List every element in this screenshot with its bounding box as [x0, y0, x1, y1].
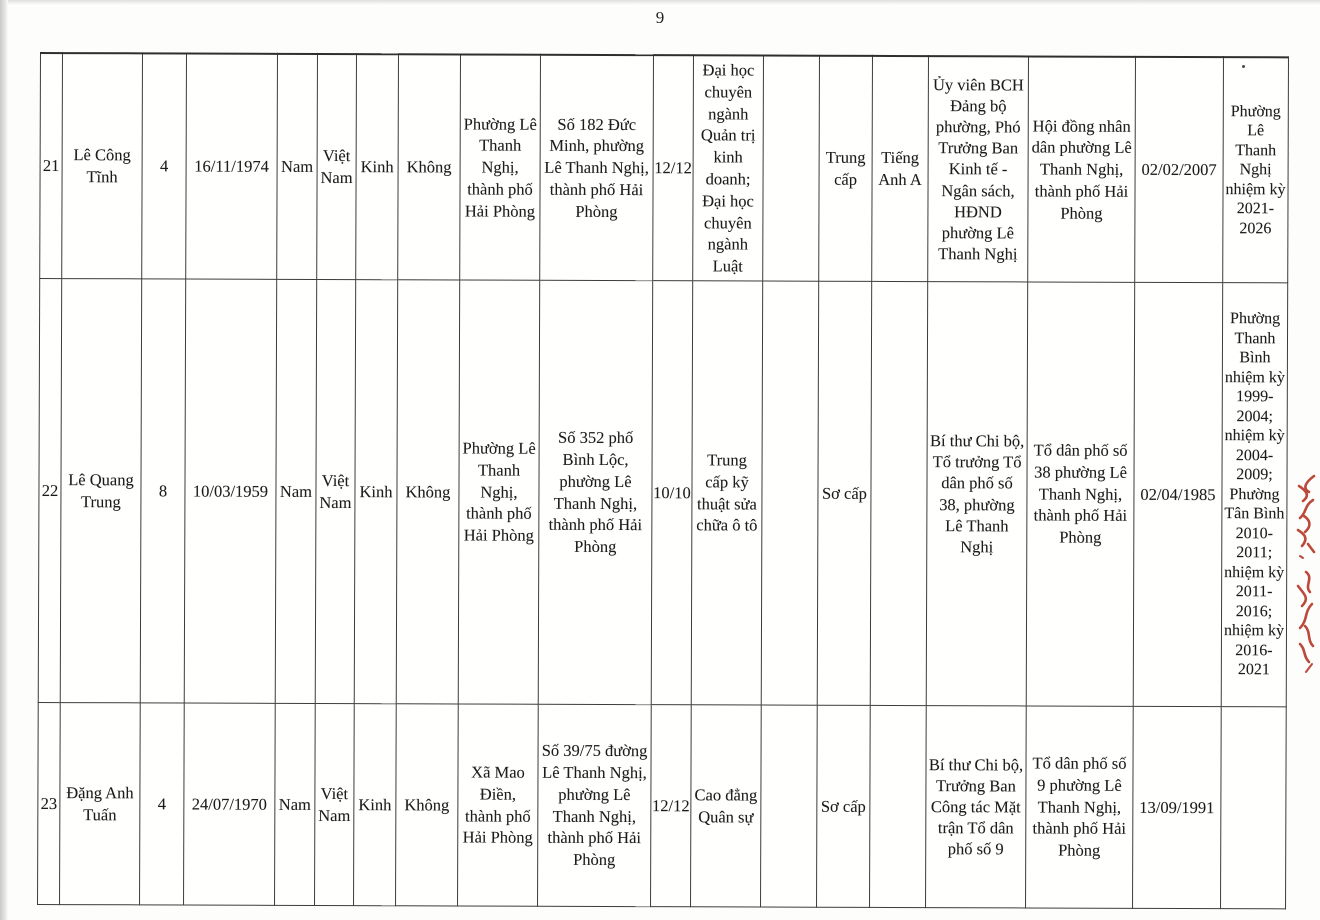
table-cell: Bí thư Chi bộ, Trưởng Ban Công tác Mặt t… — [925, 705, 1027, 908]
table-cell: Đại học chuyên ngành Quản trị kinh doanh… — [692, 55, 764, 282]
table-cell: Việt Nam — [316, 53, 357, 280]
table-cell — [760, 705, 818, 908]
table-cell: Trung cấp — [818, 55, 873, 282]
table-cell: Sơ cấp — [817, 281, 872, 706]
table-cell: Không — [395, 703, 459, 906]
table-cell: 12/12 — [650, 704, 692, 907]
table-cell: Cao đẳng Quân sự — [690, 704, 762, 908]
table-cell: Kinh — [355, 54, 399, 280]
table-cell: 4 — [141, 53, 187, 280]
table-cell — [761, 281, 819, 706]
table-cell: 24/07/1970 — [183, 703, 276, 906]
table-cell: Kinh — [354, 279, 398, 704]
table-cell: Nam — [275, 279, 317, 704]
table-cell: Đặng Anh Tuấn — [59, 702, 141, 905]
table-cell — [762, 55, 820, 282]
table-cell: Phường Lê Thanh Nghị nhiệm kỳ 2021- 2026 — [1222, 57, 1289, 283]
table-cell: Tiếng Anh A — [871, 55, 929, 282]
table-row: 23 Đặng Anh Tuấn 4 24/07/1970 Nam Việt Nam Kin… — [37, 702, 1287, 909]
table-cell: Số 352 phố Bình Lộc, phường Lê Thanh Ngh… — [538, 280, 653, 705]
table-cell: Trung cấp kỹ thuật sửa chữa ô tô — [691, 280, 763, 706]
table-cell: Lê Quang Trung — [60, 278, 142, 703]
personnel-table: 21 Lê Công Tĩnh 4 16/11/1974 Nam Việt Nam Kinh… — [37, 52, 1289, 910]
table-row: 21 Lê Công Tĩnh 4 16/11/1974 Nam Việt Nam Kinh… — [39, 53, 1289, 283]
table-cell: 8 — [140, 278, 186, 704]
table-cell — [869, 705, 927, 908]
table-cell: Nam — [276, 53, 318, 280]
table-cell: 02/02/2007 — [1134, 56, 1224, 283]
table-body: 21 Lê Công Tĩnh 4 16/11/1974 Nam Việt Nam Kinh… — [37, 53, 1289, 909]
table-cell: Tổ dân phố số 9 phường Lê Thanh Nghị, th… — [1025, 705, 1134, 909]
table-row: 22 Lê Quang Trung 8 10/03/1959 Nam Việt Nam Ki… — [38, 278, 1288, 707]
table-cell: Tổ dân phố số 38 phường Lê Thanh Nghị, t… — [1026, 281, 1135, 707]
table-cell: Hội đồng nhân dân phường Lê Thanh Nghị, … — [1027, 56, 1136, 283]
table-cell: Phường Thanh Bình nhiệm kỳ 1999- 2004; n… — [1221, 282, 1288, 707]
table-cell: Không — [396, 279, 460, 704]
table-cell: Xã Mao Điền, thành phố Hải Phòng — [457, 703, 539, 907]
table-cell — [870, 281, 928, 706]
table-cell: 21 — [39, 53, 63, 279]
table-cell — [1220, 706, 1287, 909]
scan-dot-artifact — [1242, 65, 1245, 68]
table-cell: 13/09/1991 — [1132, 706, 1222, 909]
table-cell: Ủy viên BCH Đảng bộ phường, Phó Trưởng B… — [927, 56, 1029, 282]
red-ink-scribble — [1296, 474, 1316, 673]
table-cell: Nam — [274, 703, 316, 906]
table-cell: Lê Công Tĩnh — [61, 53, 143, 279]
page-number: 9 — [655, 8, 665, 27]
table-cell: Không — [397, 54, 461, 280]
table-cell: Phường Lê Thanh Nghị, thành phố Hải Phòn… — [459, 54, 541, 281]
table-cell: 10/10 — [651, 280, 693, 705]
scan-edge-top-artifact — [8, 0, 1320, 5]
table-cell: Số 182 Đức Minh, phường Lê Thanh Nghị, t… — [539, 54, 654, 281]
table-cell: 02/04/1985 — [1133, 282, 1223, 707]
table-cell: 22 — [38, 278, 62, 703]
table-cell: Bí thư Chi bộ, Tổ trưởng Tổ dân phố số 3… — [926, 281, 1028, 706]
table-cell: Sơ cấp — [816, 705, 871, 908]
table-cell: Việt Nam — [314, 703, 355, 906]
table-cell: Kinh — [353, 703, 397, 906]
table-cell: Phường Lê Thanh Nghị, thành phố Hải Phòn… — [458, 279, 540, 705]
table-cell: 10/03/1959 — [184, 279, 277, 704]
table-cell: 16/11/1974 — [185, 53, 278, 280]
table-cell: 12/12 — [652, 55, 694, 281]
scan-edge-left-artifact — [0, 0, 8, 920]
table-cell: Số 39/75 đường Lê Thanh Nghị, phường Lê … — [537, 704, 652, 907]
table-cell: 23 — [37, 702, 61, 905]
table-cell: Việt Nam — [315, 279, 356, 704]
table-cell: 4 — [139, 702, 185, 906]
